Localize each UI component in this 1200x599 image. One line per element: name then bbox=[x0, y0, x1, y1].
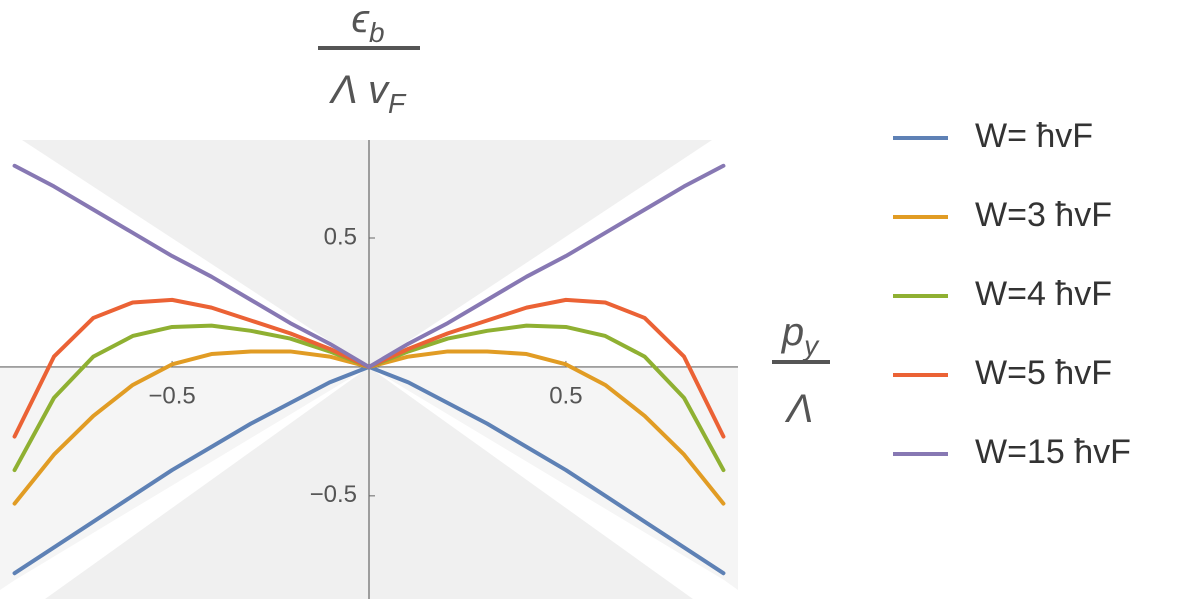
label-part: Λ bbox=[785, 387, 814, 431]
legend-label: W=4 ħvF bbox=[975, 275, 1112, 313]
shaded-region bbox=[0, 367, 369, 590]
label-part: ϵb bbox=[351, 0, 384, 48]
series-line bbox=[12, 163, 726, 369]
label-part: Λ vF bbox=[329, 68, 407, 119]
plot: −0.5 0.5 −0.5 0.5 bbox=[0, 140, 738, 599]
legend-label: W= ħvF bbox=[975, 117, 1093, 155]
label-part: py bbox=[781, 310, 820, 361]
x-axis-label: py Λ bbox=[772, 310, 830, 431]
y-tick-label: −0.5 bbox=[310, 481, 357, 508]
y-tick-label: 0.5 bbox=[324, 223, 357, 250]
shaded-region bbox=[369, 367, 738, 590]
x-tick-label: −0.5 bbox=[148, 382, 195, 409]
x-tick-label: 0.5 bbox=[549, 382, 582, 409]
legend-label: W=15 ħvF bbox=[975, 433, 1131, 471]
shaded-region bbox=[22, 140, 712, 367]
legend-label: W=5 ħvF bbox=[975, 354, 1112, 392]
y-axis-label: ϵb Λ vF bbox=[318, 0, 420, 119]
legend: W= ħvF W=3 ħvF W=4 ħvF W=5 ħvF W=15 ħvF bbox=[893, 117, 1131, 471]
legend-label: W=3 ħvF bbox=[975, 196, 1112, 234]
